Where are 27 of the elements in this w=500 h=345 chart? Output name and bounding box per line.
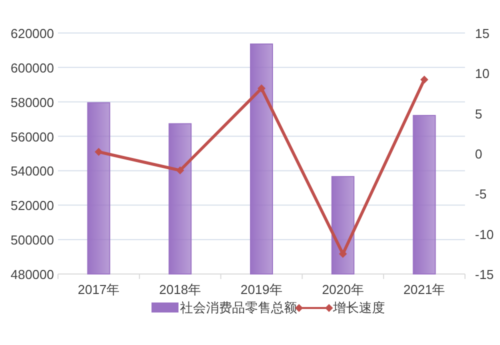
y2tick: 10: [475, 66, 490, 82]
xtick: 2018年: [159, 282, 202, 297]
legend-label: 增长速度: [332, 300, 385, 315]
ytick: 480000: [10, 267, 54, 282]
y2tick: 5: [475, 106, 482, 122]
xtick: 2017年: [78, 282, 120, 297]
ytick: 560000: [10, 129, 54, 144]
point: [420, 76, 428, 84]
y2tick: -15: [475, 267, 494, 282]
y2tick: 15: [475, 26, 490, 41]
legend-label: 社会消费品零售总额: [180, 300, 297, 315]
ytick: 520000: [10, 198, 54, 214]
ytick: 600000: [10, 60, 54, 76]
xtick: 2021年: [403, 282, 446, 297]
xtick: 2019年: [240, 282, 282, 297]
point: [176, 166, 184, 174]
point: [258, 84, 266, 92]
y2tick: -10: [475, 226, 494, 242]
point: [94, 148, 103, 156]
xtick: 2020年: [322, 282, 364, 297]
ytick: 500000: [10, 232, 54, 248]
ytick: 620000: [10, 26, 54, 41]
ytick: 540000: [10, 164, 54, 179]
point: [338, 250, 347, 258]
ytick: 580000: [10, 94, 54, 110]
y2tick: 0: [475, 146, 482, 162]
y2tick: -5: [475, 186, 487, 202]
